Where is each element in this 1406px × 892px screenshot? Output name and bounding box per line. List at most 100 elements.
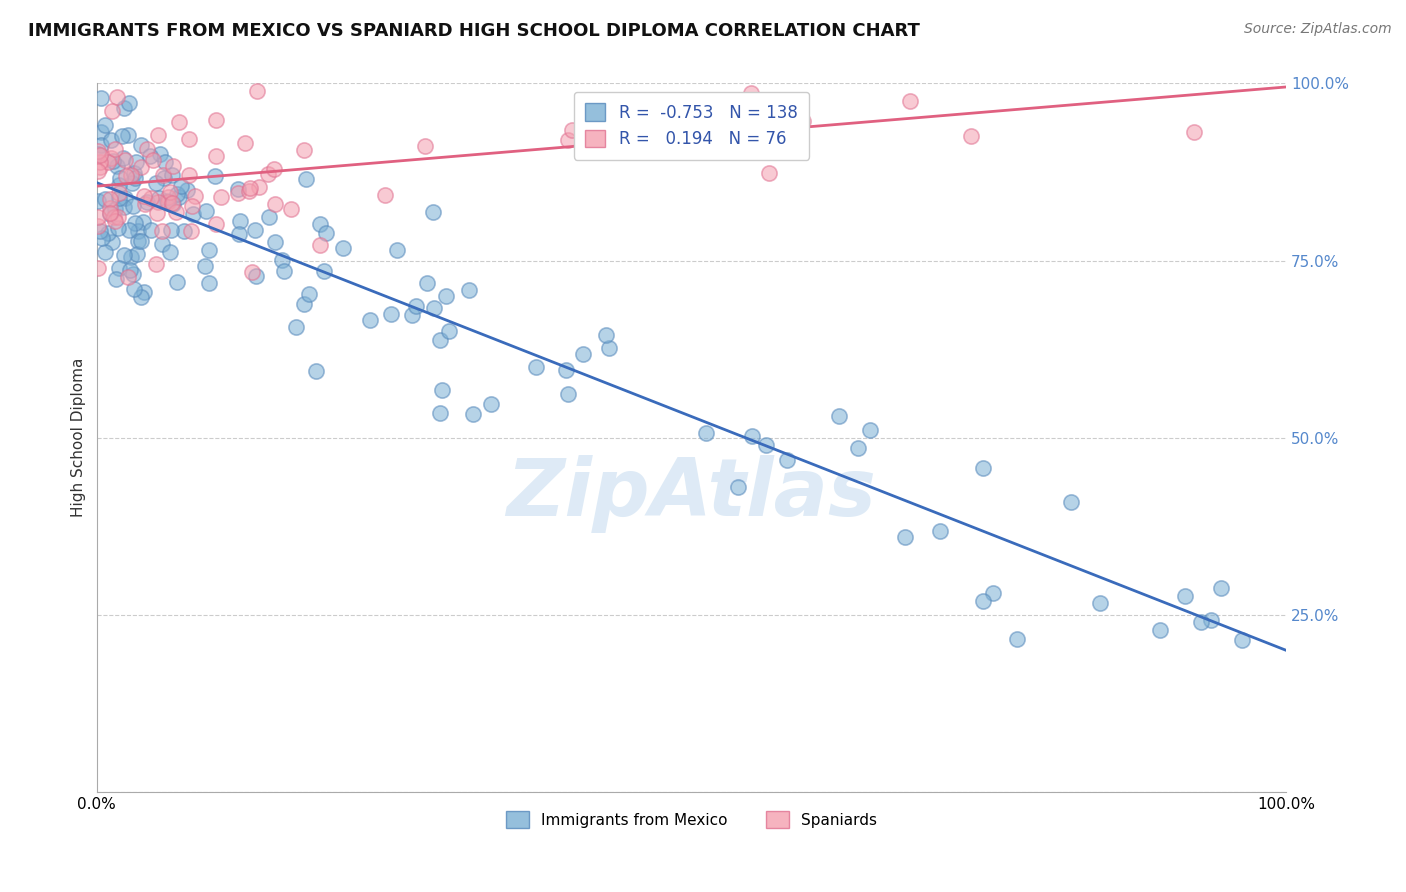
Point [132,285,155,299]
Point [162,196,184,211]
Point [153,155,176,169]
Point [180,224,202,238]
Legend: Immigrants from Mexico, Spaniards: Immigrants from Mexico, Spaniards [499,805,883,834]
Point [740,86,762,100]
Point [181,199,204,213]
Point [662,96,685,111]
Point [89,223,111,237]
Point [90,125,112,139]
Point [152,236,174,251]
Point [380,307,402,321]
Point [1232,632,1254,647]
Point [205,217,228,231]
Point [117,223,139,237]
Point [90,91,112,105]
Point [152,168,174,182]
Point [156,194,179,208]
Point [129,234,152,248]
Point [198,244,221,258]
Point [149,146,172,161]
Point [107,211,129,225]
Point [205,112,228,127]
Point [209,190,232,204]
Point [959,128,981,143]
Point [87,210,110,224]
Point [479,397,502,411]
Point [145,257,167,271]
Point [129,137,152,152]
Point [146,128,169,142]
Point [415,139,437,153]
Point [184,189,207,203]
Point [429,405,451,419]
Point [929,524,952,539]
Point [100,133,122,147]
Point [127,224,149,238]
Point [156,194,179,209]
Point [122,267,145,281]
Point [124,171,146,186]
Point [150,224,173,238]
Text: ZipAtlas: ZipAtlas [506,456,876,533]
Point [98,207,121,221]
Point [97,227,120,241]
Point [141,223,163,237]
Point [89,160,111,174]
Point [405,299,427,313]
Point [108,171,131,186]
Point [280,202,302,216]
Point [159,222,181,236]
Point [292,143,315,157]
Point [233,136,256,150]
Point [87,219,110,233]
Point [243,223,266,237]
Point [312,264,335,278]
Point [118,96,141,111]
Point [247,180,270,194]
Point [104,142,127,156]
Point [87,164,110,178]
Point [359,312,381,326]
Text: IMMIGRANTS FROM MEXICO VS SPANIARD HIGH SCHOOL DIPLOMA CORRELATION CHART: IMMIGRANTS FROM MEXICO VS SPANIARD HIGH … [28,22,920,40]
Point [98,193,121,207]
Point [160,168,183,182]
Point [270,252,292,267]
Point [385,244,408,258]
Point [103,210,125,224]
Point [94,119,117,133]
Point [97,155,120,169]
Point [146,194,169,209]
Point [1005,632,1028,646]
Point [894,530,917,544]
Point [401,308,423,322]
Point [105,90,128,104]
Point [117,269,139,284]
Point [139,191,162,205]
Point [118,263,141,277]
Point [1149,623,1171,637]
Point [107,191,129,205]
Point [104,202,127,217]
Point [170,179,193,194]
Point [120,250,142,264]
Point [89,155,111,169]
Point [228,227,250,242]
Point [598,342,620,356]
Point [127,234,149,248]
Point [183,207,205,221]
Point [204,169,226,183]
Point [758,166,780,180]
Point [273,264,295,278]
Point [457,283,479,297]
Point [430,383,453,397]
Point [195,203,218,218]
Point [87,194,110,209]
Point [295,171,318,186]
Point [112,200,135,214]
Point [755,437,778,451]
Point [827,409,849,424]
Point [727,479,749,493]
Point [120,168,142,182]
Point [204,149,226,163]
Point [972,593,994,607]
